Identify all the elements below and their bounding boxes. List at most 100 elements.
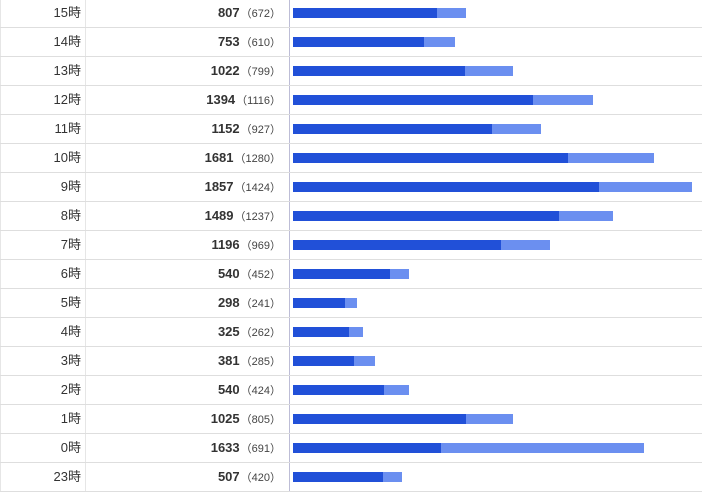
hour-label: 5時 [0,289,86,317]
bar-cell [293,0,702,27]
unique-count: （1280） [234,153,281,165]
hour-label: 4時 [0,318,86,346]
unique-count: （1424） [234,182,281,194]
count-cell: 540（452） [86,260,290,288]
bar-cell [293,28,702,56]
total-count: 540 [217,266,240,281]
bar-cell [293,405,702,433]
total-count: 1489 [204,208,234,223]
hour-label: 12時 [0,86,86,114]
bar-cell [293,57,702,85]
count-cell: 1196（969） [86,231,290,259]
count-cell: 1394（1116） [86,86,290,114]
bar-cell [293,86,702,114]
total-count: 1022 [210,63,240,78]
unique-bar [293,66,465,76]
total-count: 1196 [211,237,240,252]
unique-bar [293,298,345,308]
table-row: 8時 1489（1237） [0,202,702,231]
total-count: 507 [217,469,240,484]
hour-label: 0時 [0,434,86,462]
hour-label: 7時 [0,231,86,259]
table-row: 7時 1196（969） [0,231,702,260]
unique-count: （285） [240,356,281,368]
unique-bar [293,182,599,192]
total-count: 1633 [210,440,240,455]
unique-bar [293,356,354,366]
unique-bar [293,240,501,250]
bar-cell [293,463,702,491]
hour-label: 14時 [0,28,86,56]
table-row: 5時 298（241） [0,289,702,318]
count-cell: 1857（1424） [86,173,290,201]
unique-bar [293,443,441,453]
count-cell: 1681（1280） [86,144,290,172]
unique-count: （262） [240,327,281,339]
table-row: 3時 381（285） [0,347,702,376]
table-row: 15時 807（672） [0,0,702,28]
unique-bar [293,8,437,18]
table-row: 2時 540（424） [0,376,702,405]
table-row: 10時 1681（1280） [0,144,702,173]
unique-count: （927） [240,124,281,136]
hour-label: 6時 [0,260,86,288]
bar-cell [293,202,702,230]
count-cell: 298（241） [86,289,290,317]
unique-bar [293,327,349,337]
unique-count: （799） [240,66,281,78]
count-cell: 1633（691） [86,434,290,462]
count-cell: 1489（1237） [86,202,290,230]
hour-label: 23時 [0,463,86,491]
hour-label: 1時 [0,405,86,433]
bar-cell [293,434,702,462]
unique-count: （1116） [236,95,281,107]
total-count: 540 [217,382,240,397]
total-count: 1025 [210,411,240,426]
unique-count: （424） [240,385,281,397]
hour-label: 11時 [0,115,86,143]
hour-label: 13時 [0,57,86,85]
table-row: 11時 1152（927） [0,115,702,144]
unique-bar [293,472,383,482]
unique-count: （691） [240,443,281,455]
unique-count: （420） [240,472,281,484]
unique-bar [293,124,492,134]
total-count: 753 [217,34,240,49]
count-cell: 1022（799） [86,57,290,85]
total-count: 1152 [211,121,240,136]
count-cell: 381（285） [86,347,290,375]
hour-label: 10時 [0,144,86,172]
total-count: 381 [217,353,240,368]
table-row: 13時 1022（799） [0,57,702,86]
unique-count: （610） [240,37,281,49]
hour-label: 3時 [0,347,86,375]
bar-cell [293,144,702,172]
unique-bar [293,211,559,221]
bar-cell [293,318,702,346]
bar-cell [293,260,702,288]
total-count: 1681 [204,150,234,165]
total-count: 325 [217,324,240,339]
bar-cell [293,376,702,404]
table-row: 1時 1025（805） [0,405,702,434]
unique-bar [293,269,390,279]
total-count: 298 [217,295,240,310]
unique-count: （672） [240,8,281,20]
hour-label: 9時 [0,173,86,201]
hour-label: 8時 [0,202,86,230]
hour-label: 2時 [0,376,86,404]
unique-count: （969） [240,240,281,252]
table-row: 6時 540（452） [0,260,702,289]
count-cell: 1025（805） [86,405,290,433]
table-row: 14時 753（610） [0,28,702,57]
bar-cell [293,289,702,317]
unique-count: （241） [240,298,281,310]
unique-bar [293,95,533,105]
table-row: 12時 1394（1116） [0,86,702,115]
unique-count: （805） [240,414,281,426]
unique-count: （1237） [234,211,281,223]
table-row: 0時 1633（691） [0,434,702,463]
count-cell: 540（424） [86,376,290,404]
bar-cell [293,231,702,259]
